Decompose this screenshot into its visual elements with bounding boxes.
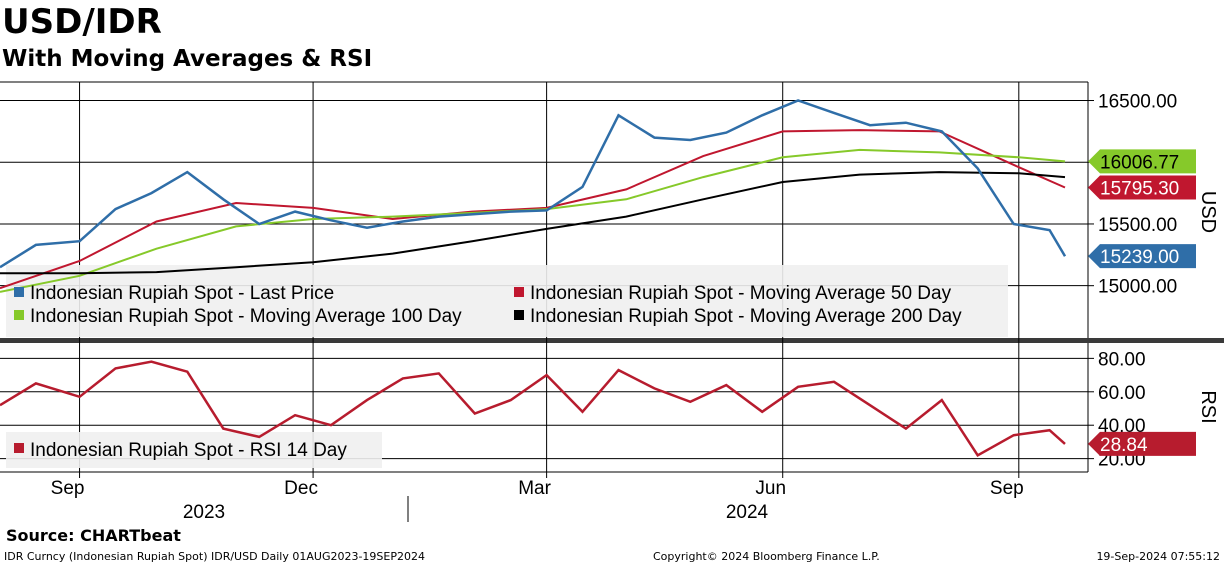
price-tick-label: 15000.00 [1098,277,1177,298]
rsi-end-value-box [1088,431,1196,456]
legend-swatch [14,310,24,320]
end-value-box [1088,175,1196,200]
chart-subtitle: With Moving Averages & RSI [2,46,373,72]
end-value-label: 15239.00 [1100,247,1179,268]
last-price-line [0,99,1067,269]
end-value-box [1088,149,1196,174]
legend-entry: Indonesian Rupiah Spot - Moving Average … [530,283,952,304]
chart-title: USD/IDR [2,2,162,42]
price-legend-box [6,265,1008,337]
legend-entry: Indonesian Rupiah Spot - Moving Average … [30,306,462,327]
end-value-label: 16006.77 [1100,152,1179,173]
rsi-tick-label: 80.00 [1098,349,1146,370]
rsi-tick-label: 60.00 [1098,383,1146,404]
legend-entry: Indonesian Rupiah Spot - Last Price [30,283,334,304]
footer-ticker-info: IDR Curncy (Indonesian Rupiah Spot) IDR/… [4,550,425,563]
footer-copyright: Copyright© 2024 Bloomberg Finance L.P. [653,550,880,563]
x-tick-label: Sep [990,478,1024,499]
year-label: 2024 [726,502,769,523]
x-tick-label: Jun [755,478,786,499]
price-tick-label: 15500.00 [1098,215,1177,236]
price-axis-label: USD [1197,191,1219,233]
legend-swatch [14,287,24,297]
rsi-legend-swatch [14,443,24,453]
source-label: Source: CHARTbeat [6,526,181,545]
legend-swatch [514,287,524,297]
footer-timestamp: 19-Sep-2024 07:55:12 [1096,550,1220,563]
rsi-legend-entry: Indonesian Rupiah Spot - RSI 14 Day [30,440,347,461]
rsi-line [0,360,1066,457]
year-label: 2023 [183,502,225,523]
legend-entry: Indonesian Rupiah Spot - Moving Average … [530,306,962,327]
legend-swatch [514,310,524,320]
price-tick-label: 16500.00 [1098,92,1177,113]
x-tick-label: Sep [51,478,85,499]
x-tick-label: Dec [284,478,318,499]
ma50-line [0,129,1066,290]
ma200-line [0,171,1066,275]
rsi-axis-label: RSI [1197,390,1219,423]
end-value-label: 15795.30 [1100,179,1179,200]
end-value-box [1088,244,1196,269]
rsi-end-value-label: 28.84 [1100,435,1148,456]
x-tick-label: Mar [518,478,551,499]
panel-divider [0,338,1224,343]
rsi-legend-box [6,432,382,468]
